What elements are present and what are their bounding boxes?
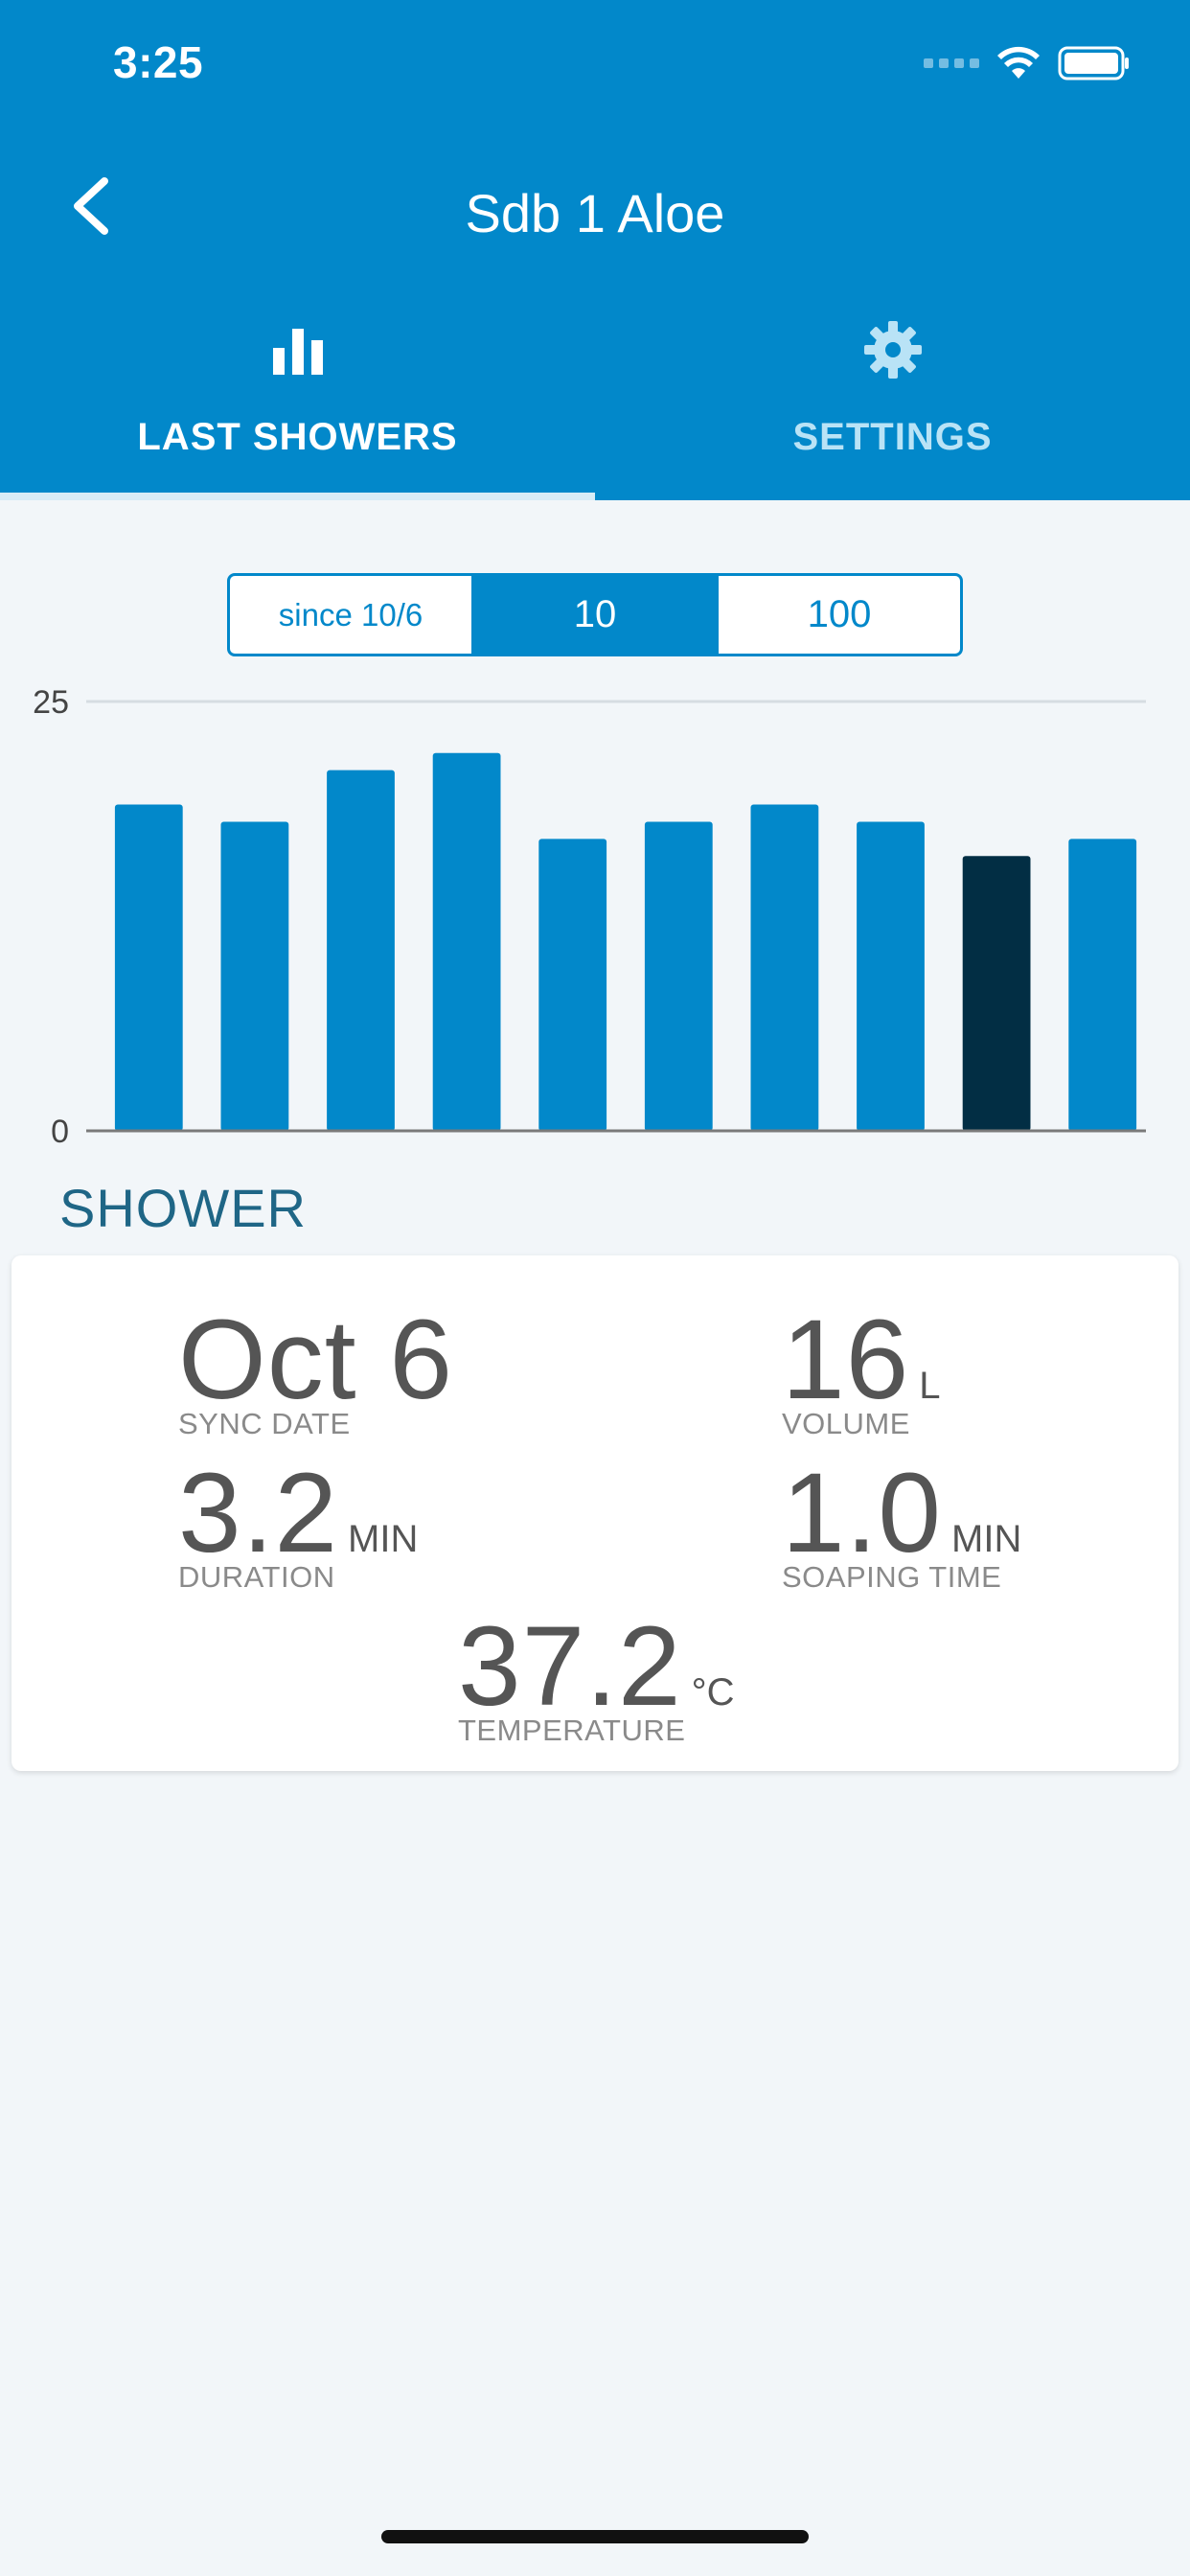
tab-last-showers-label: LAST SHOWERS <box>137 416 458 458</box>
soaping-time-unit: MIN <box>951 1518 1022 1560</box>
chart-bar[interactable] <box>644 821 713 1131</box>
duration-metric: 3.2 MIN DURATION <box>178 1457 418 1595</box>
home-indicator <box>381 2530 809 2543</box>
chart-bar[interactable] <box>857 821 925 1131</box>
tab-last-showers[interactable]: LAST SHOWERS <box>0 316 595 500</box>
volume-value: 16 <box>782 1297 910 1423</box>
chart-bar[interactable] <box>538 839 607 1131</box>
sync-date-value: Oct 6 <box>178 1297 453 1423</box>
range-segmented-control: since 10/6 10 100 <box>227 573 963 656</box>
chart-bar[interactable] <box>962 856 1031 1131</box>
status-time: 3:25 <box>113 37 204 87</box>
status-icons <box>924 44 1131 82</box>
tab-settings-label: SETTINGS <box>792 416 993 458</box>
temperature-unit: °C <box>691 1671 735 1714</box>
temperature-metric: 37.2 °C TEMPERATURE <box>458 1610 735 1748</box>
duration-unit: MIN <box>348 1518 419 1560</box>
chevron-left-icon <box>74 177 108 235</box>
section-title-shower: SHOWER <box>59 1178 307 1238</box>
segment-since[interactable]: since 10/6 <box>278 596 423 632</box>
y-tick-label: 25 <box>33 684 69 721</box>
segment-10[interactable]: 10 <box>471 576 716 654</box>
segment-100[interactable]: 100 <box>716 576 960 654</box>
soaping-time-value: 1.0 <box>782 1450 943 1576</box>
duration-label: DURATION <box>178 1560 335 1594</box>
sync-date-label: SYNC DATE <box>178 1407 351 1440</box>
shower-details-card: Oct 6 SYNC DATE 16 L VOLUME 3.2 MIN DURATI… <box>11 1255 1179 1771</box>
duration-value: 3.2 <box>178 1450 339 1576</box>
chart-bar[interactable] <box>432 752 501 1131</box>
cellular-signal-icon <box>924 58 979 68</box>
back-button[interactable] <box>57 172 125 240</box>
volume-unit: L <box>919 1365 941 1407</box>
wifi-icon <box>997 46 1040 79</box>
gear-icon <box>863 321 922 379</box>
active-tab-indicator <box>0 493 595 500</box>
chart-bar[interactable] <box>1068 839 1137 1131</box>
temperature-label: TEMPERATURE <box>458 1714 686 1747</box>
page-title: Sdb 1 Aloe <box>465 183 725 243</box>
tab-settings[interactable]: SETTINGS <box>595 316 1190 500</box>
volume-metric: 16 L VOLUME <box>782 1303 941 1441</box>
volume-label: VOLUME <box>782 1407 910 1440</box>
chart-bar[interactable] <box>750 804 819 1131</box>
soaping-time-metric: 1.0 MIN SOAPING TIME <box>782 1457 1021 1595</box>
chart-bar[interactable] <box>327 770 395 1131</box>
chart-bar[interactable] <box>114 804 183 1131</box>
soaping-time-label: SOAPING TIME <box>782 1560 1002 1594</box>
sync-date-metric: Oct 6 SYNC DATE <box>178 1303 453 1441</box>
showers-bar-chart: 25 0 <box>33 684 1146 1150</box>
battery-icon <box>1058 46 1129 80</box>
chart-bar[interactable] <box>220 821 289 1131</box>
bar-chart-icon <box>272 329 323 375</box>
y-tick-label: 0 <box>51 1114 69 1150</box>
app-header: 3:25 Sdb 1 Aloe LAST SHOWERS <box>0 0 1190 500</box>
temperature-value: 37.2 <box>458 1603 682 1730</box>
